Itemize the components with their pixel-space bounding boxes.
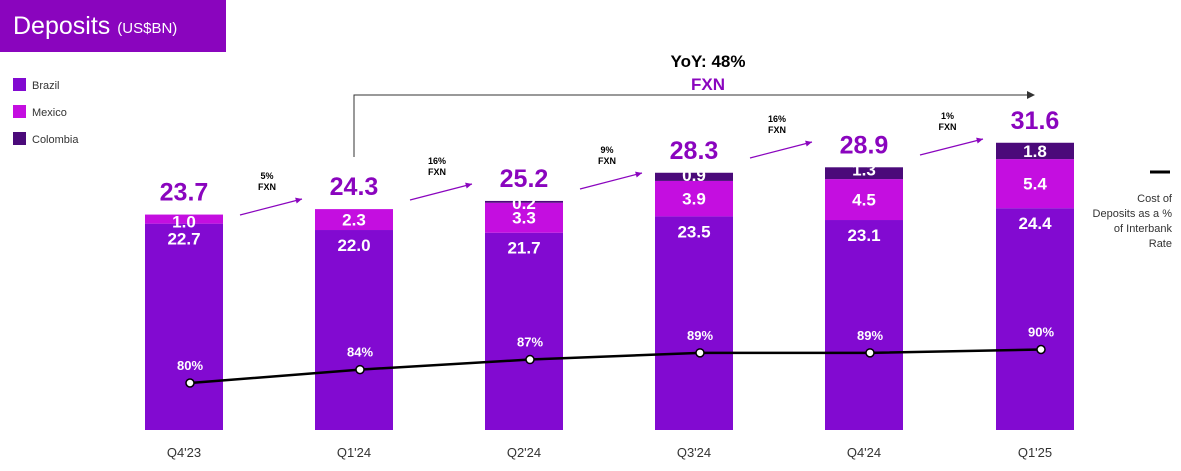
growth-pct-label: 1% bbox=[941, 111, 954, 121]
growth-fxn-label: FXN bbox=[428, 167, 446, 177]
yoy-bracket bbox=[353, 94, 1029, 157]
data-label-colombia: 1.8 bbox=[1023, 142, 1047, 161]
cost-line bbox=[189, 348, 1042, 385]
total-label: 23.7 bbox=[160, 179, 209, 207]
cost-line-point bbox=[1036, 344, 1046, 355]
category-label: Q1'25 bbox=[1018, 445, 1052, 460]
growth-arrow-line bbox=[579, 172, 643, 190]
bar-colombia-3 bbox=[655, 172, 733, 181]
growth-arrow-head bbox=[805, 140, 812, 147]
chart-title: Deposits (US$BN) bbox=[0, 0, 226, 52]
growth-arrow-head bbox=[635, 171, 642, 178]
title-unit: (US$BN) bbox=[117, 19, 178, 37]
bar-colombia-5 bbox=[996, 142, 1074, 160]
legend-swatch-mexico bbox=[13, 105, 26, 118]
data-label-mexico: 2.3 bbox=[342, 211, 366, 230]
bar-brazil-1 bbox=[315, 230, 393, 430]
total-label: 24.3 bbox=[330, 173, 379, 201]
category-label: Q1'24 bbox=[337, 445, 371, 460]
growth-arrow-line bbox=[409, 183, 473, 201]
bar-mexico-5 bbox=[996, 159, 1074, 209]
data-label-brazil: 22.7 bbox=[167, 230, 200, 249]
yoy-fxn-label: FXN bbox=[691, 75, 725, 94]
data-label-brazil: 24.4 bbox=[1018, 214, 1052, 233]
data-label-colombia: 0.9 bbox=[682, 166, 706, 185]
legend-swatch-brazil bbox=[13, 78, 26, 91]
legend-label-brazil: Brazil bbox=[32, 80, 60, 92]
cost-legend-label: of Interbank bbox=[1114, 223, 1173, 235]
growth-arrow-head bbox=[976, 137, 983, 144]
growth-pct-label: 9% bbox=[600, 145, 613, 155]
growth-arrow-head bbox=[465, 182, 472, 189]
cost-line-label: 87% bbox=[517, 335, 543, 350]
growth-fxn-label: FXN bbox=[939, 122, 957, 132]
cost-line-label: 84% bbox=[347, 345, 373, 360]
data-label-brazil: 23.1 bbox=[847, 226, 880, 245]
bar-brazil-0 bbox=[145, 223, 223, 430]
cost-line-point bbox=[525, 354, 535, 365]
cost-legend-label: Deposits as a % bbox=[1093, 208, 1173, 220]
bar-brazil-4 bbox=[825, 220, 903, 430]
growth-fxn-label: FXN bbox=[768, 125, 786, 135]
legend-label-colombia: Colombia bbox=[32, 134, 79, 146]
bar-mexico-2 bbox=[485, 202, 563, 233]
legend-label-mexico: Mexico bbox=[32, 107, 67, 119]
cost-line-label: 80% bbox=[177, 358, 203, 373]
total-label: 28.9 bbox=[840, 131, 889, 159]
cost-line-label: 89% bbox=[687, 328, 713, 343]
cost-legend-label: Cost of bbox=[1137, 193, 1173, 205]
total-label: 25.2 bbox=[500, 165, 549, 193]
growth-pct-label: 16% bbox=[768, 114, 786, 124]
bar-mexico-1 bbox=[315, 209, 393, 231]
growth-arrow-head bbox=[295, 197, 302, 204]
data-label-colombia: 0.2 bbox=[512, 194, 536, 213]
total-label: 28.3 bbox=[670, 137, 719, 165]
yoy-label: YoY: 48% bbox=[671, 52, 746, 71]
data-label-mexico: 4.5 bbox=[852, 191, 876, 210]
bar-brazil-5 bbox=[996, 208, 1074, 430]
data-label-colombia: 1.3 bbox=[852, 160, 876, 179]
data-label-brazil: 23.5 bbox=[677, 222, 710, 241]
growth-pct-label: 5% bbox=[260, 171, 273, 181]
bar-colombia-2 bbox=[485, 200, 563, 203]
bar-brazil-2 bbox=[485, 232, 563, 430]
data-label-mexico: 3.3 bbox=[512, 209, 536, 228]
growth-pct-label: 16% bbox=[428, 156, 446, 166]
bar-mexico-3 bbox=[655, 180, 733, 217]
legend-swatch-colombia bbox=[13, 132, 26, 145]
bar-mexico-4 bbox=[825, 179, 903, 221]
cost-line-label: 90% bbox=[1028, 325, 1054, 340]
growth-arrow-line bbox=[919, 138, 984, 156]
bar-mexico-0 bbox=[145, 214, 223, 224]
growth-fxn-label: FXN bbox=[258, 182, 276, 192]
title-text: Deposits bbox=[13, 11, 111, 40]
growth-arrow-line bbox=[749, 141, 813, 159]
data-label-brazil: 22.0 bbox=[337, 236, 370, 255]
category-label: Q4'23 bbox=[167, 445, 201, 460]
data-label-mexico: 1.0 bbox=[172, 213, 196, 232]
cost-line-point bbox=[355, 364, 365, 375]
data-label-mexico: 3.9 bbox=[682, 190, 706, 209]
category-label: Q4'24 bbox=[847, 445, 881, 460]
category-label: Q2'24 bbox=[507, 445, 541, 460]
bar-colombia-4 bbox=[825, 167, 903, 180]
growth-fxn-label: FXN bbox=[598, 156, 616, 166]
category-label: Q3'24 bbox=[677, 445, 711, 460]
cost-line-point bbox=[695, 348, 705, 358]
total-label: 31.6 bbox=[1011, 107, 1060, 135]
growth-arrow-line bbox=[239, 198, 303, 216]
data-label-mexico: 5.4 bbox=[1023, 175, 1047, 194]
data-label-brazil: 21.7 bbox=[507, 239, 540, 258]
yoy-arrow-head bbox=[1027, 91, 1035, 99]
cost-line-label: 89% bbox=[857, 328, 883, 343]
cost-line-point bbox=[865, 348, 875, 358]
cost-legend-label: Rate bbox=[1149, 238, 1172, 250]
bar-brazil-3 bbox=[655, 216, 733, 430]
cost-line-point bbox=[185, 378, 195, 388]
